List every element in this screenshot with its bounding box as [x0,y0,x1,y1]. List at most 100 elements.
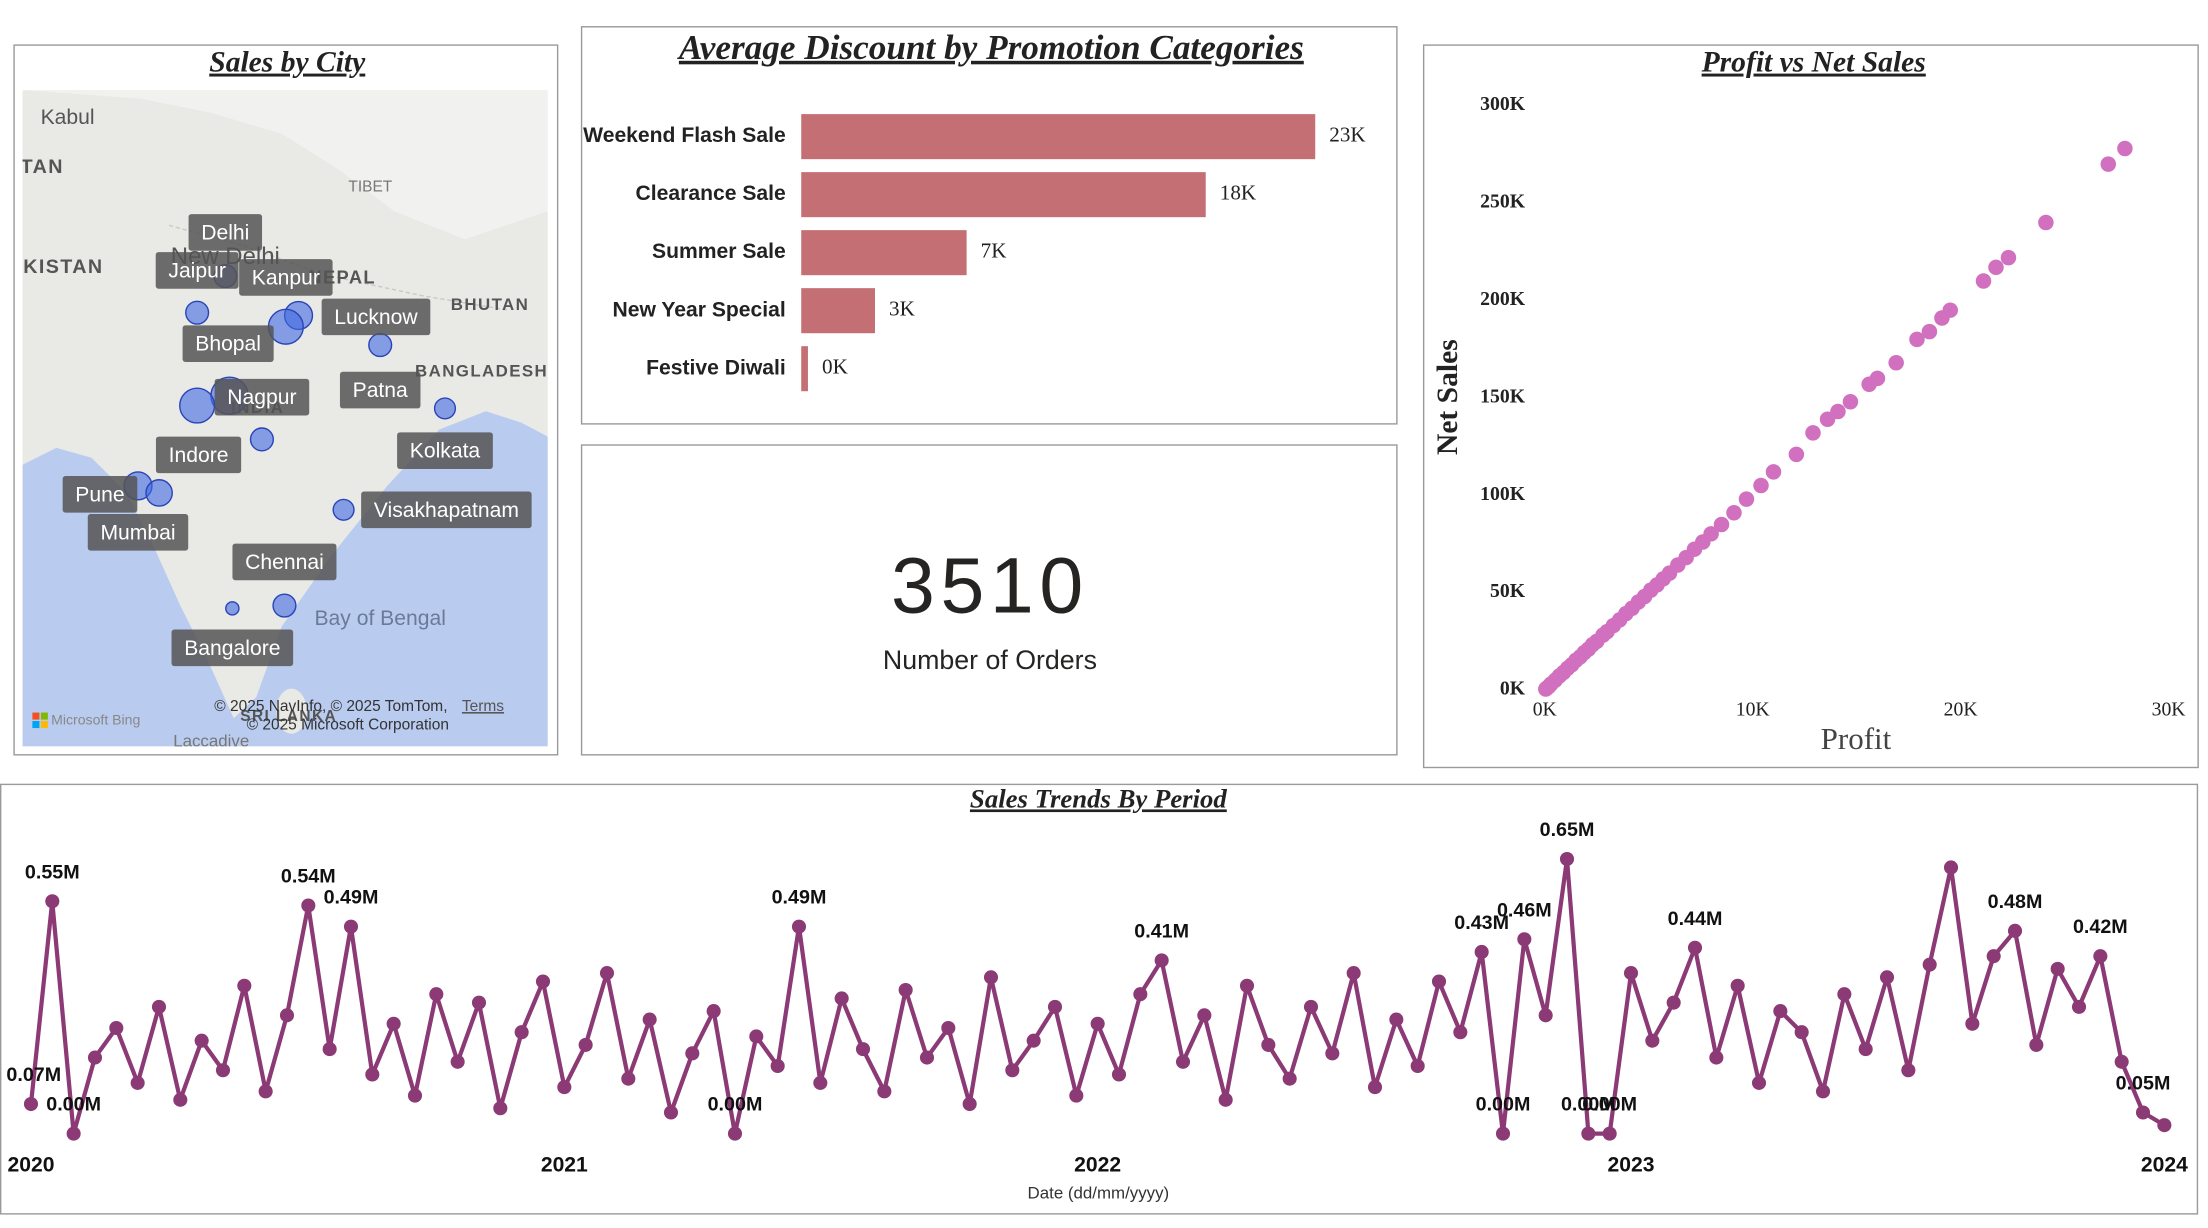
sales-point [877,1084,892,1099]
sales-point [109,1020,124,1036]
sales-point [2029,1037,2044,1052]
chart-title: Sales Trends By Period [970,783,1227,813]
value-label: 23K [1329,122,1366,146]
city-bubble [433,397,457,420]
city-label: Delhi [201,221,249,244]
city-label: Jaipur [168,259,226,282]
bar-panel [580,26,1398,425]
sales-point [151,999,167,1014]
sales-point [1602,1126,1617,1141]
value-label: 0.00M [1476,1094,1531,1116]
x-tick-label: 2022 [1074,1154,1121,1177]
sales-point [343,919,359,934]
sales-point [130,1075,145,1090]
sales-point [2114,1054,2129,1069]
y-tick-label: 50K [1490,580,1526,602]
sales-point [898,982,913,998]
sales-point [1858,1042,1873,1057]
city-label-box [232,543,337,581]
x-tick-label: 2023 [1608,1154,1655,1177]
sales-point [1154,953,1169,968]
sales-point [770,1058,785,1074]
scatter-point [1942,302,1958,318]
sales-point [215,1063,231,1078]
value-label: 0.49M [772,887,827,909]
sales-point [1773,1004,1788,1019]
sales-point [279,1008,295,1023]
sales-point [1239,978,1255,993]
city-label-box [321,298,431,336]
city-bubble [225,601,240,616]
sales-point [407,1088,423,1103]
city-label: Bhopal [195,333,261,356]
scatter-point [1753,477,1769,494]
bing-logo [40,712,48,720]
city-label-box [214,378,310,416]
city-label-box [361,491,532,529]
city-label-box [188,214,263,251]
kpi-value: 3510 [891,541,1089,629]
scatter-point [1830,403,1846,420]
sales-point [983,970,999,985]
scatter-point [2038,214,2054,231]
sales-point [557,1080,572,1095]
value-label: 0.55M [25,861,80,883]
sales-point [2135,1105,2151,1120]
sales-point [2050,961,2065,976]
map-label: BHUTAN [451,295,529,314]
map-label: © 2025 Microsoft Corporation [247,716,449,733]
city-label: Kolkata [410,440,481,463]
sales-point [1943,860,1959,875]
sales-point [1431,974,1447,989]
city-label: Kanpur [252,266,320,289]
city-label: Visakhapatnam [374,499,519,522]
value-label: 0.00M [46,1094,101,1116]
map-label: Terms [462,698,504,715]
sales-point [87,1050,103,1065]
sales-point [919,1050,935,1065]
sales-point [1645,1033,1660,1048]
x-tick-label: 30K [2152,699,2187,721]
bar [801,346,808,392]
bar [801,288,875,334]
chart-title: Average Discount by Promotion Categories [677,28,1304,67]
city-label-box [62,476,138,513]
map-label: SRI LANKA [240,708,337,725]
kpi-panel [580,444,1398,756]
map-terrain [22,90,548,240]
y-tick-label: 250K [1480,191,1526,213]
value-label: 0.00M [708,1094,763,1116]
sales-point [535,974,551,989]
value-label: 0.07M [6,1064,61,1086]
y-tick-label: 0K [1500,678,1526,700]
sales-point [1687,940,1703,955]
scatter-point [1713,516,1730,533]
category-label: Festive Diwali [646,356,786,379]
value-label: 0K [822,355,849,379]
sales-point [429,987,444,1002]
sales-point [365,1067,380,1082]
scatter-point [1805,425,1821,441]
sales-point [1069,1088,1084,1103]
map-label: Bay of Bengal [314,607,445,630]
sales-point [1474,944,1489,959]
x-tick-label: 20K [1944,699,1979,721]
city-label: Indore [169,444,229,467]
scatter-point [1975,273,1992,289]
bar [801,230,967,276]
sales-point [642,1012,657,1027]
city-bubble [267,308,304,345]
bing-logo [40,721,48,729]
sales-point [1453,1025,1468,1040]
city-label-box [87,514,189,551]
bar [801,172,1206,218]
category-label: Clearance Sale [636,182,786,205]
sales-point [322,1042,337,1057]
sales-point [2007,923,2023,938]
value-label: 0.48M [1988,891,2043,913]
sales-point [727,1126,743,1141]
sales-point [1517,932,1532,947]
sales-point [2093,949,2108,964]
